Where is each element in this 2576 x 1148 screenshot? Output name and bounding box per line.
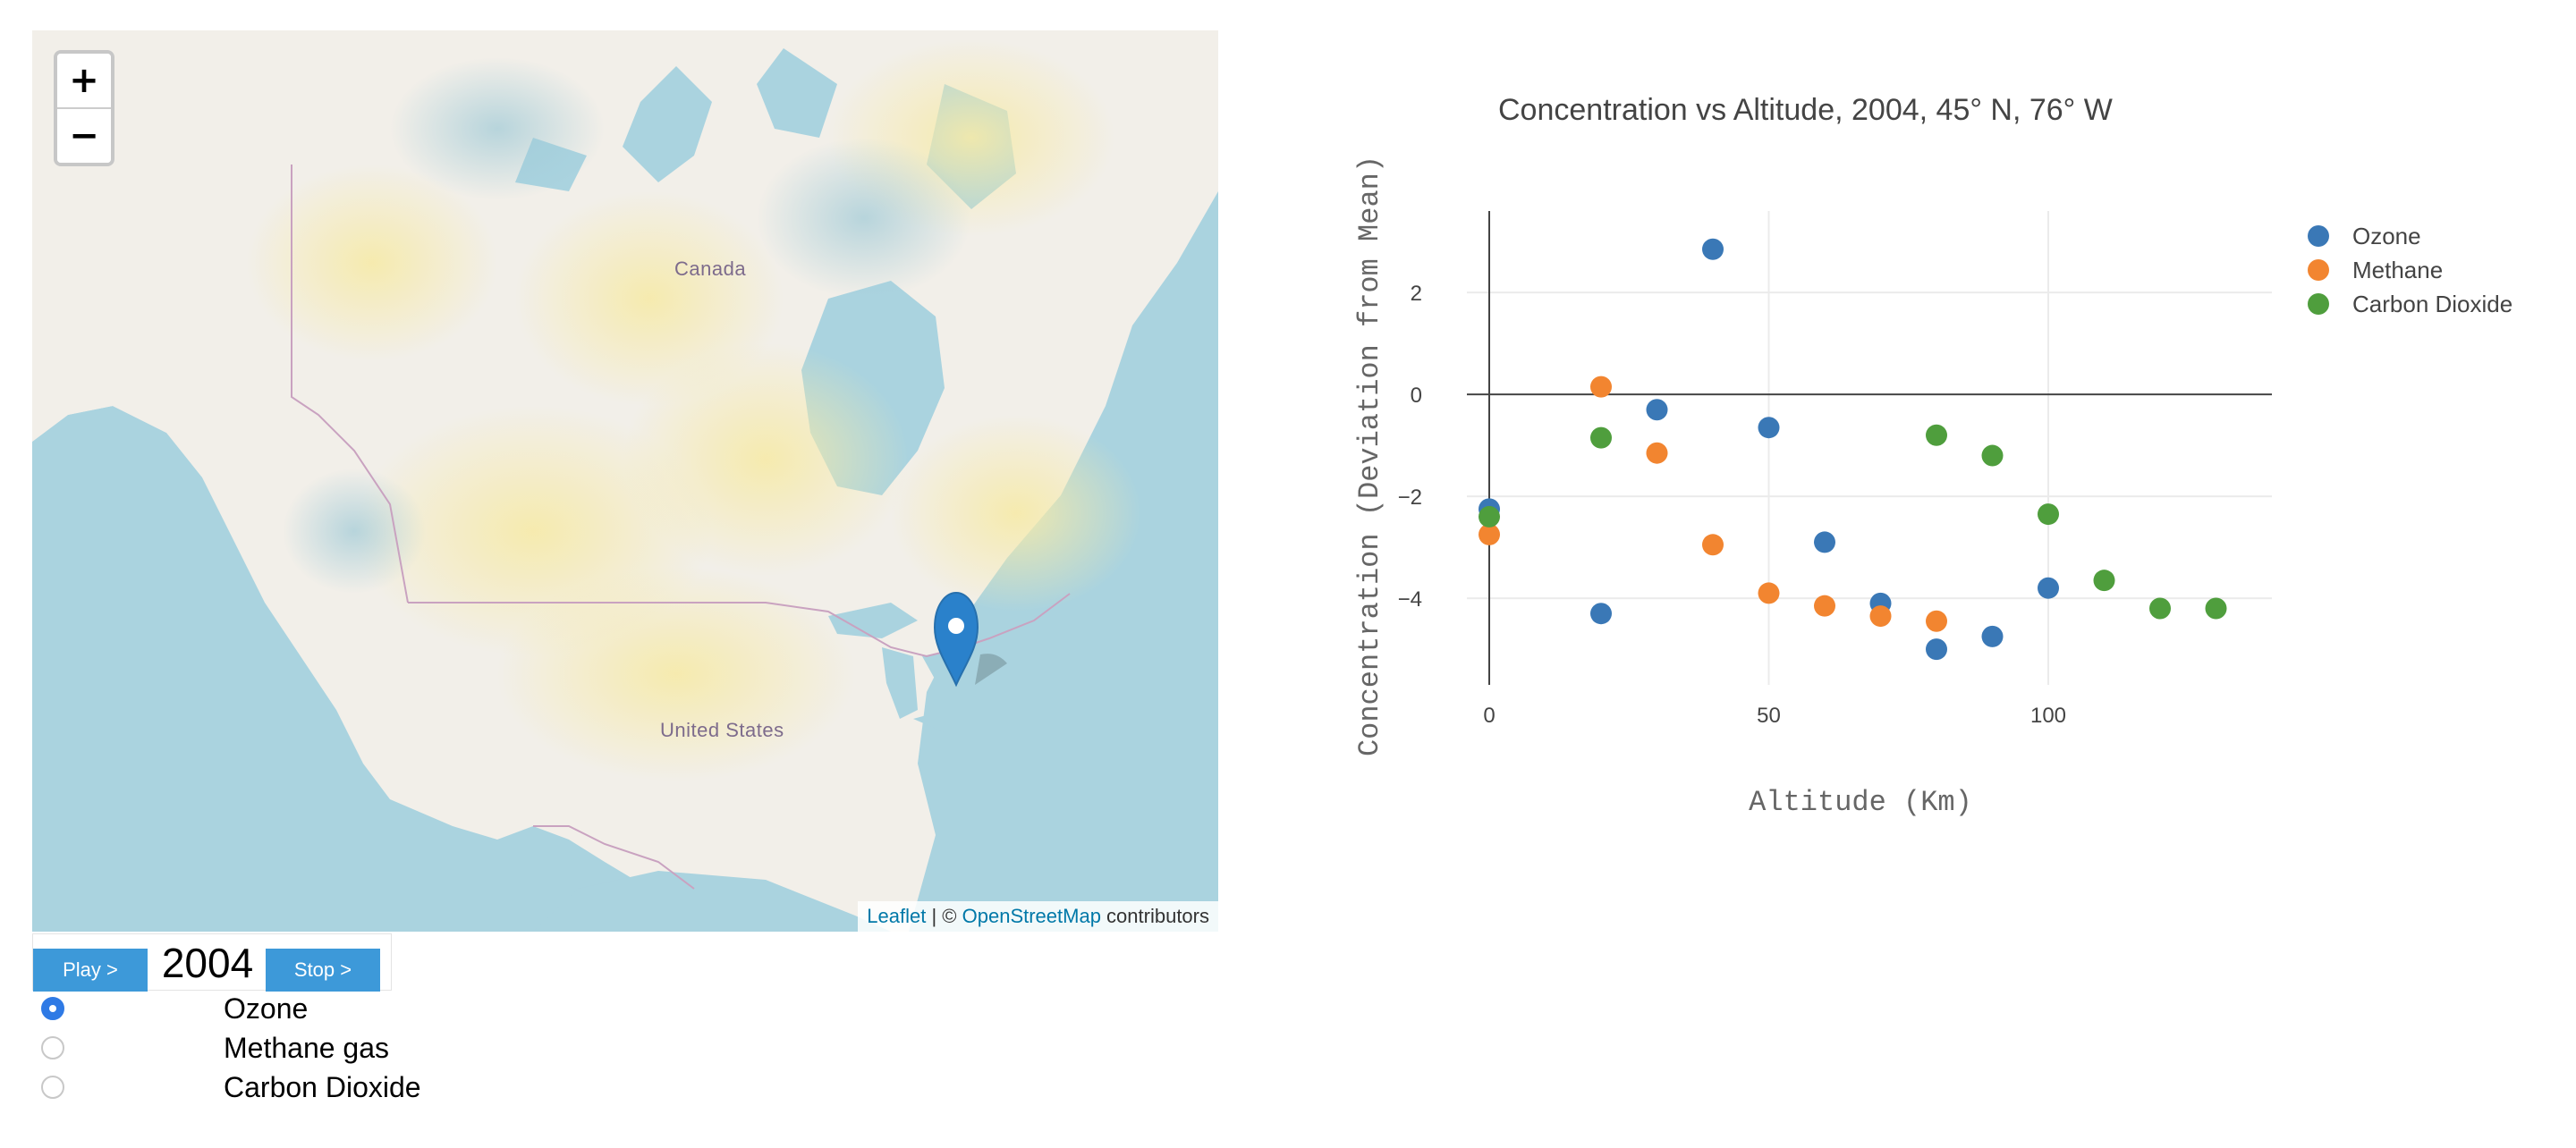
data-point-carbon-dioxide[interactable] [2149,597,2171,620]
option-label-ozone: Ozone [224,992,309,1025]
map-label-canada: Canada [674,257,747,280]
data-point-methane[interactable] [1758,582,1780,604]
data-point-carbon-dioxide[interactable] [1981,444,2004,467]
data-point-ozone[interactable] [1702,238,1724,260]
map-attribution: Leaflet | © OpenStreetMap contributors [858,901,1218,932]
data-point-methane[interactable] [1646,442,1668,464]
scatter-chart: Concentration vs Altitude, 2004, 45° N, … [1353,93,2512,819]
x-tick-label: 0 [1483,704,1495,728]
legend-label: Carbon Dioxide [2352,291,2512,317]
data-point-methane[interactable] [1869,605,1892,628]
basemap-tiles [32,30,1218,932]
map-view[interactable]: Canada United States + − Leaflet | © Ope… [32,30,1218,932]
data-point-ozone[interactable] [1981,625,2004,647]
stop-button[interactable]: Stop > [266,949,380,992]
play-button[interactable]: Play > [33,949,148,992]
zoom-in-button[interactable]: + [57,54,111,107]
data-point-methane[interactable] [1702,534,1724,556]
legend-label: Ozone [2352,223,2421,249]
data-point-carbon-dioxide[interactable] [2093,570,2115,592]
data-point-methane[interactable] [1814,595,1835,617]
attribution-separator: | © [926,905,962,927]
chart-grid [1467,211,2272,685]
data-point-methane[interactable] [1590,376,1612,398]
x-axis-title: Altitude (Km) [1749,786,1972,819]
playback-controls: Play > 2004 Stop > [32,933,392,992]
map-label-united-states: United States [660,719,784,741]
data-point-carbon-dioxide[interactable] [1590,426,1612,449]
data-point-ozone[interactable] [2038,577,2059,599]
legend-label: Methane [2352,257,2443,283]
data-point-methane[interactable] [1926,610,1947,632]
data-point-carbon-dioxide[interactable] [2205,597,2227,620]
data-point-ozone[interactable] [1814,531,1835,553]
x-tick-label: 50 [1757,704,1781,728]
zoom-control: + − [54,50,114,166]
legend-marker [2308,225,2329,247]
y-axis-title: Concentration (Deviation from Mean) [1353,156,1386,756]
option-ozone[interactable]: Ozone [41,991,453,1026]
y-tick-label: −2 [1398,485,1422,510]
radio-carbon-dioxide[interactable] [41,1076,64,1099]
radio-ozone[interactable] [41,997,64,1020]
chart-legend: Ozone Methane Carbon Dioxide [2308,223,2512,317]
radio-methane[interactable] [41,1036,64,1059]
map-marker-icon[interactable] [934,592,1014,690]
data-point-ozone[interactable] [1646,399,1668,421]
legend-marker [2308,293,2329,315]
year-display: 2004 [161,940,254,986]
chart-points [1479,238,2227,661]
zoom-out-button[interactable]: − [57,107,111,163]
chart-ticks: 0 50 100 2 0 −2 −4 [1398,282,2066,728]
x-tick-label: 100 [2030,704,2066,728]
data-point-ozone[interactable] [1758,417,1780,439]
option-carbon-dioxide[interactable]: Carbon Dioxide [41,1069,453,1105]
y-tick-label: 0 [1411,384,1422,408]
data-point-methane[interactable] [1479,523,1500,545]
legend-marker [2308,259,2329,281]
data-point-carbon-dioxide[interactable] [1479,505,1500,528]
openstreetmap-link[interactable]: OpenStreetMap [962,905,1101,927]
chart-title: Concentration vs Altitude, 2004, 45° N, … [1498,93,2113,127]
y-tick-label: 2 [1411,282,1422,306]
y-tick-label: −4 [1398,587,1422,612]
option-label-methane: Methane gas [224,1031,390,1064]
attribution-suffix: contributors [1100,905,1209,927]
option-methane[interactable]: Methane gas [41,1030,453,1066]
option-label-carbon-dioxide: Carbon Dioxide [224,1070,421,1103]
leaflet-link[interactable]: Leaflet [867,905,927,927]
data-point-ozone[interactable] [1926,638,1947,661]
data-point-ozone[interactable] [1590,603,1612,625]
data-point-carbon-dioxide[interactable] [2038,503,2059,526]
data-point-carbon-dioxide[interactable] [1926,424,1947,446]
